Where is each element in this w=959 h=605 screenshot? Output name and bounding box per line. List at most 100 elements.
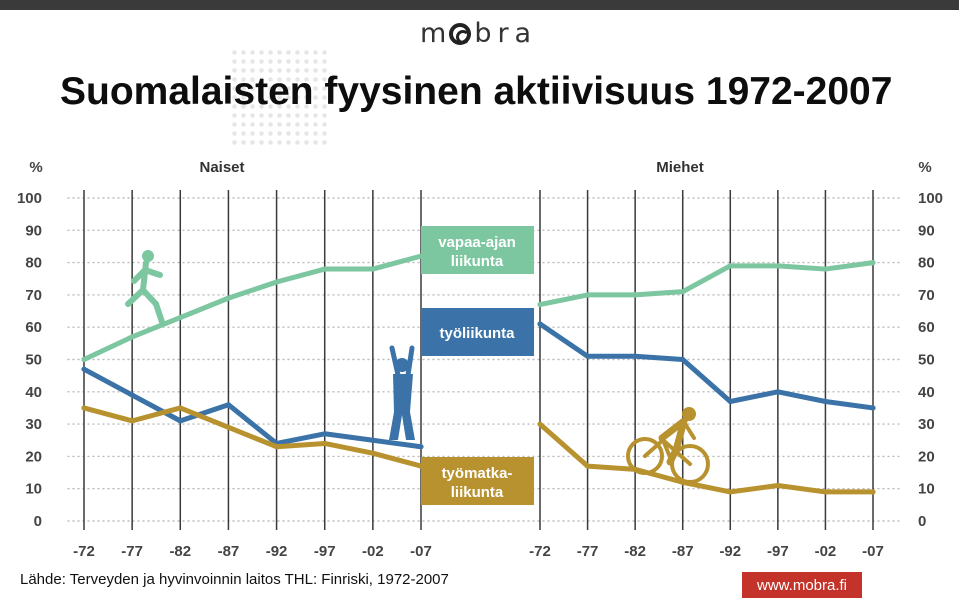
data-point: [822, 398, 829, 405]
data-point: [273, 279, 280, 285]
data-point: [322, 431, 328, 437]
website-link[interactable]: www.mobra.fi: [742, 572, 862, 598]
y-tick-label-right: 100: [918, 190, 943, 207]
panel-title: Naiset: [199, 159, 244, 176]
y-tick-label-right: 50: [918, 352, 935, 369]
x-tick-label: -92: [266, 543, 288, 560]
x-tick-label: -77: [577, 543, 599, 560]
data-point: [680, 356, 686, 363]
data-point: [584, 463, 591, 469]
x-tick-label: -97: [767, 543, 789, 560]
y-tick-label-right: 60: [918, 319, 935, 336]
x-tick-label: -72: [73, 543, 95, 560]
y-tick-label-left: 50: [25, 352, 42, 369]
data-point: [870, 405, 876, 411]
series-line: [537, 421, 876, 495]
data-point: [177, 418, 183, 424]
series-line: [81, 253, 424, 362]
data-point: [822, 489, 829, 495]
worker-icon: [389, 345, 415, 440]
y-axis-unit-left: %: [29, 159, 42, 176]
legend-label: liikunta: [451, 253, 504, 270]
data-point: [632, 353, 638, 359]
x-tick-label: -87: [218, 543, 240, 560]
data-point: [81, 366, 87, 372]
data-point: [632, 292, 638, 298]
data-point: [322, 440, 328, 447]
y-tick-label-left: 100: [17, 190, 42, 207]
y-tick-label-right: 30: [918, 416, 935, 433]
data-point: [370, 437, 376, 443]
y-tick-label-left: 40: [25, 384, 42, 401]
data-point: [727, 489, 733, 495]
y-tick-label-left: 60: [25, 319, 42, 336]
x-tick-label: -72: [529, 543, 551, 560]
y-tick-label-right: 40: [918, 384, 935, 401]
y-tick-label-left: 0: [34, 513, 42, 530]
data-point: [129, 334, 135, 340]
data-point: [727, 398, 733, 405]
y-tick-label-right: 0: [918, 513, 926, 530]
data-point: [177, 314, 183, 321]
x-tick-label: -92: [719, 543, 741, 560]
data-point: [81, 356, 87, 363]
x-tick-label: -97: [314, 543, 336, 560]
data-point: [870, 489, 876, 495]
pixel-decoration: [230, 48, 330, 148]
legend-label: työliikunta: [439, 325, 515, 342]
x-tick-label: -07: [410, 543, 432, 560]
x-tick-label: -07: [862, 543, 884, 560]
series-line: [537, 260, 876, 308]
runner-icon: [125, 250, 165, 325]
y-tick-label-left: 70: [25, 287, 42, 304]
y-tick-label-right: 70: [918, 287, 935, 304]
mobra-logo: m bra: [420, 18, 538, 49]
x-tick-label: -02: [362, 543, 384, 560]
legend-label: työmatka-: [442, 465, 513, 482]
legend-label: liikunta: [451, 484, 504, 501]
legend-label: vapaa-ajan: [438, 234, 516, 251]
x-tick-label: -82: [624, 543, 646, 560]
y-tick-label-left: 90: [25, 222, 42, 239]
x-tick-label: -77: [121, 543, 143, 560]
data-point: [584, 292, 591, 298]
data-point: [418, 444, 424, 450]
data-point: [775, 389, 781, 395]
y-tick-label-left: 20: [25, 448, 42, 465]
series-line: [81, 405, 424, 469]
y-tick-label-left: 10: [25, 481, 42, 498]
x-tick-label: -02: [815, 543, 837, 560]
y-axis-unit-right: %: [918, 159, 931, 176]
series-line: [537, 321, 876, 411]
legend-box: [421, 457, 534, 505]
label-layer: 0 0 10 10 20 20 30 30 40 40 50 50 60 60 70 70 80 80 90 90 10…: [17, 159, 943, 560]
data-point: [370, 266, 376, 272]
legend-box: [421, 308, 534, 356]
data-point: [680, 289, 686, 295]
x-tick-label: -82: [169, 543, 191, 560]
y-tick-label-right: 80: [918, 255, 935, 272]
legend-box: [421, 226, 534, 274]
data-point: [822, 266, 829, 272]
cyclist-icon: [626, 407, 710, 484]
data-point: [177, 405, 183, 411]
y-tick-label-right: 10: [918, 481, 935, 498]
data-point: [225, 295, 232, 301]
series-line: [81, 366, 424, 450]
data-point: [537, 301, 543, 308]
data-point: [370, 450, 376, 456]
data-point: [537, 421, 543, 427]
y-tick-label-right: 20: [918, 448, 935, 465]
y-tick-label-right: 90: [918, 222, 935, 239]
data-point: [129, 418, 135, 424]
data-point: [870, 260, 876, 266]
top-bar: [0, 0, 959, 10]
y-tick-label-left: 80: [25, 255, 42, 272]
x-tick-label: -87: [672, 543, 694, 560]
page-title: Suomalaisten fyysinen aktiivisuus 1972-2…: [60, 70, 893, 113]
data-point: [322, 266, 328, 272]
data-point: [273, 444, 280, 450]
y-tick-label-left: 30: [25, 416, 42, 433]
data-point: [584, 353, 591, 359]
